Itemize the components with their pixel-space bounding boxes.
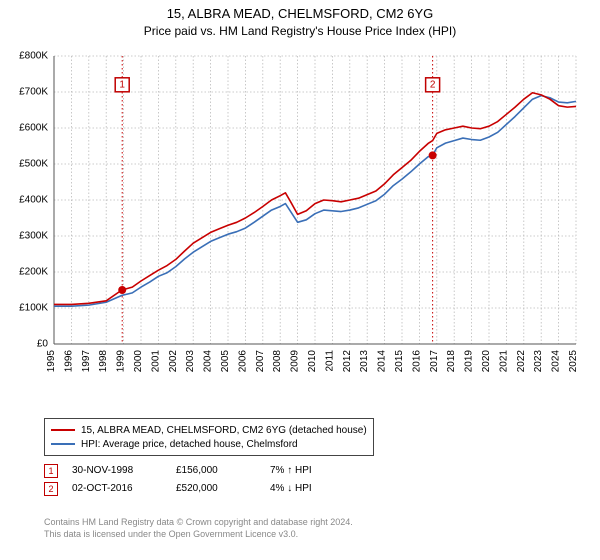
sale-date: 02-OCT-2016 <box>72 480 162 498</box>
footer-attribution: Contains HM Land Registry data © Crown c… <box>44 516 353 540</box>
svg-text:2008: 2008 <box>272 350 283 373</box>
svg-text:2002: 2002 <box>168 350 179 373</box>
svg-text:2003: 2003 <box>185 350 196 373</box>
svg-text:2022: 2022 <box>516 350 527 373</box>
line-chart: £0 £100K £200K £300K £400K £500K £600K £700K £80… <box>0 44 600 404</box>
svg-text:2009: 2009 <box>290 350 301 373</box>
legend-item: 15, ALBRA MEAD, CHELMSFORD, CM2 6YG (det… <box>51 423 367 437</box>
svg-text:£200K: £200K <box>19 267 48 278</box>
svg-text:2007: 2007 <box>255 350 266 373</box>
svg-text:2021: 2021 <box>498 350 509 373</box>
svg-text:£300K: £300K <box>19 231 48 242</box>
svg-text:£700K: £700K <box>19 87 48 98</box>
svg-text:1997: 1997 <box>81 350 92 373</box>
chart-container: 15, ALBRA MEAD, CHELMSFORD, CM2 6YG Pric… <box>0 0 600 560</box>
svg-text:2025: 2025 <box>568 350 579 373</box>
svg-text:2024: 2024 <box>551 350 562 373</box>
svg-text:2005: 2005 <box>220 350 231 373</box>
svg-text:2016: 2016 <box>411 350 422 373</box>
svg-text:2000: 2000 <box>133 350 144 373</box>
svg-text:2014: 2014 <box>377 350 388 373</box>
sale-price: £156,000 <box>176 462 256 480</box>
svg-text:2: 2 <box>430 79 436 90</box>
sale-date: 30-NOV-1998 <box>72 462 162 480</box>
svg-text:2018: 2018 <box>446 350 457 373</box>
svg-text:1995: 1995 <box>46 350 57 373</box>
svg-text:£600K: £600K <box>19 123 48 134</box>
svg-text:2019: 2019 <box>464 350 475 373</box>
svg-text:2004: 2004 <box>203 350 214 373</box>
legend-label: HPI: Average price, detached house, Chel… <box>81 439 298 450</box>
svg-text:1996: 1996 <box>63 350 74 373</box>
svg-text:£100K: £100K <box>19 303 48 314</box>
svg-text:1998: 1998 <box>98 350 109 373</box>
chart-title: 15, ALBRA MEAD, CHELMSFORD, CM2 6YG <box>0 6 600 21</box>
svg-text:£400K: £400K <box>19 195 48 206</box>
svg-text:2017: 2017 <box>429 350 440 373</box>
legend-swatch <box>51 443 75 445</box>
sale-row: 2 02-OCT-2016 £520,000 4% ↓ HPI <box>44 480 350 498</box>
svg-text:2013: 2013 <box>359 350 370 373</box>
chart-subtitle: Price paid vs. HM Land Registry's House … <box>0 24 600 38</box>
legend: 15, ALBRA MEAD, CHELMSFORD, CM2 6YG (det… <box>44 418 374 456</box>
sale-row: 1 30-NOV-1998 £156,000 7% ↑ HPI <box>44 462 350 480</box>
svg-text:£800K: £800K <box>19 51 48 62</box>
svg-text:1999: 1999 <box>116 350 127 373</box>
footer-line-2: This data is licensed under the Open Gov… <box>44 528 353 540</box>
svg-text:2012: 2012 <box>342 350 353 373</box>
footer-line-1: Contains HM Land Registry data © Crown c… <box>44 516 353 528</box>
sale-delta: 4% ↓ HPI <box>270 480 350 498</box>
svg-text:2001: 2001 <box>150 350 161 373</box>
sale-delta: 7% ↑ HPI <box>270 462 350 480</box>
svg-text:£0: £0 <box>37 339 49 350</box>
svg-text:2015: 2015 <box>394 350 405 373</box>
sale-marker-icon: 1 <box>44 464 58 478</box>
svg-text:2011: 2011 <box>324 350 335 372</box>
svg-text:£500K: £500K <box>19 159 48 170</box>
svg-text:2006: 2006 <box>237 350 248 373</box>
legend-item: HPI: Average price, detached house, Chel… <box>51 437 367 451</box>
legend-label: 15, ALBRA MEAD, CHELMSFORD, CM2 6YG (det… <box>81 425 367 436</box>
legend-swatch <box>51 429 75 431</box>
sale-price: £520,000 <box>176 480 256 498</box>
svg-text:2023: 2023 <box>533 350 544 373</box>
sales-table: 1 30-NOV-1998 £156,000 7% ↑ HPI 2 02-OCT-2016… <box>44 462 350 498</box>
svg-text:1: 1 <box>119 79 125 90</box>
svg-text:2020: 2020 <box>481 350 492 373</box>
svg-text:2010: 2010 <box>307 350 318 373</box>
sale-marker-icon: 2 <box>44 482 58 496</box>
